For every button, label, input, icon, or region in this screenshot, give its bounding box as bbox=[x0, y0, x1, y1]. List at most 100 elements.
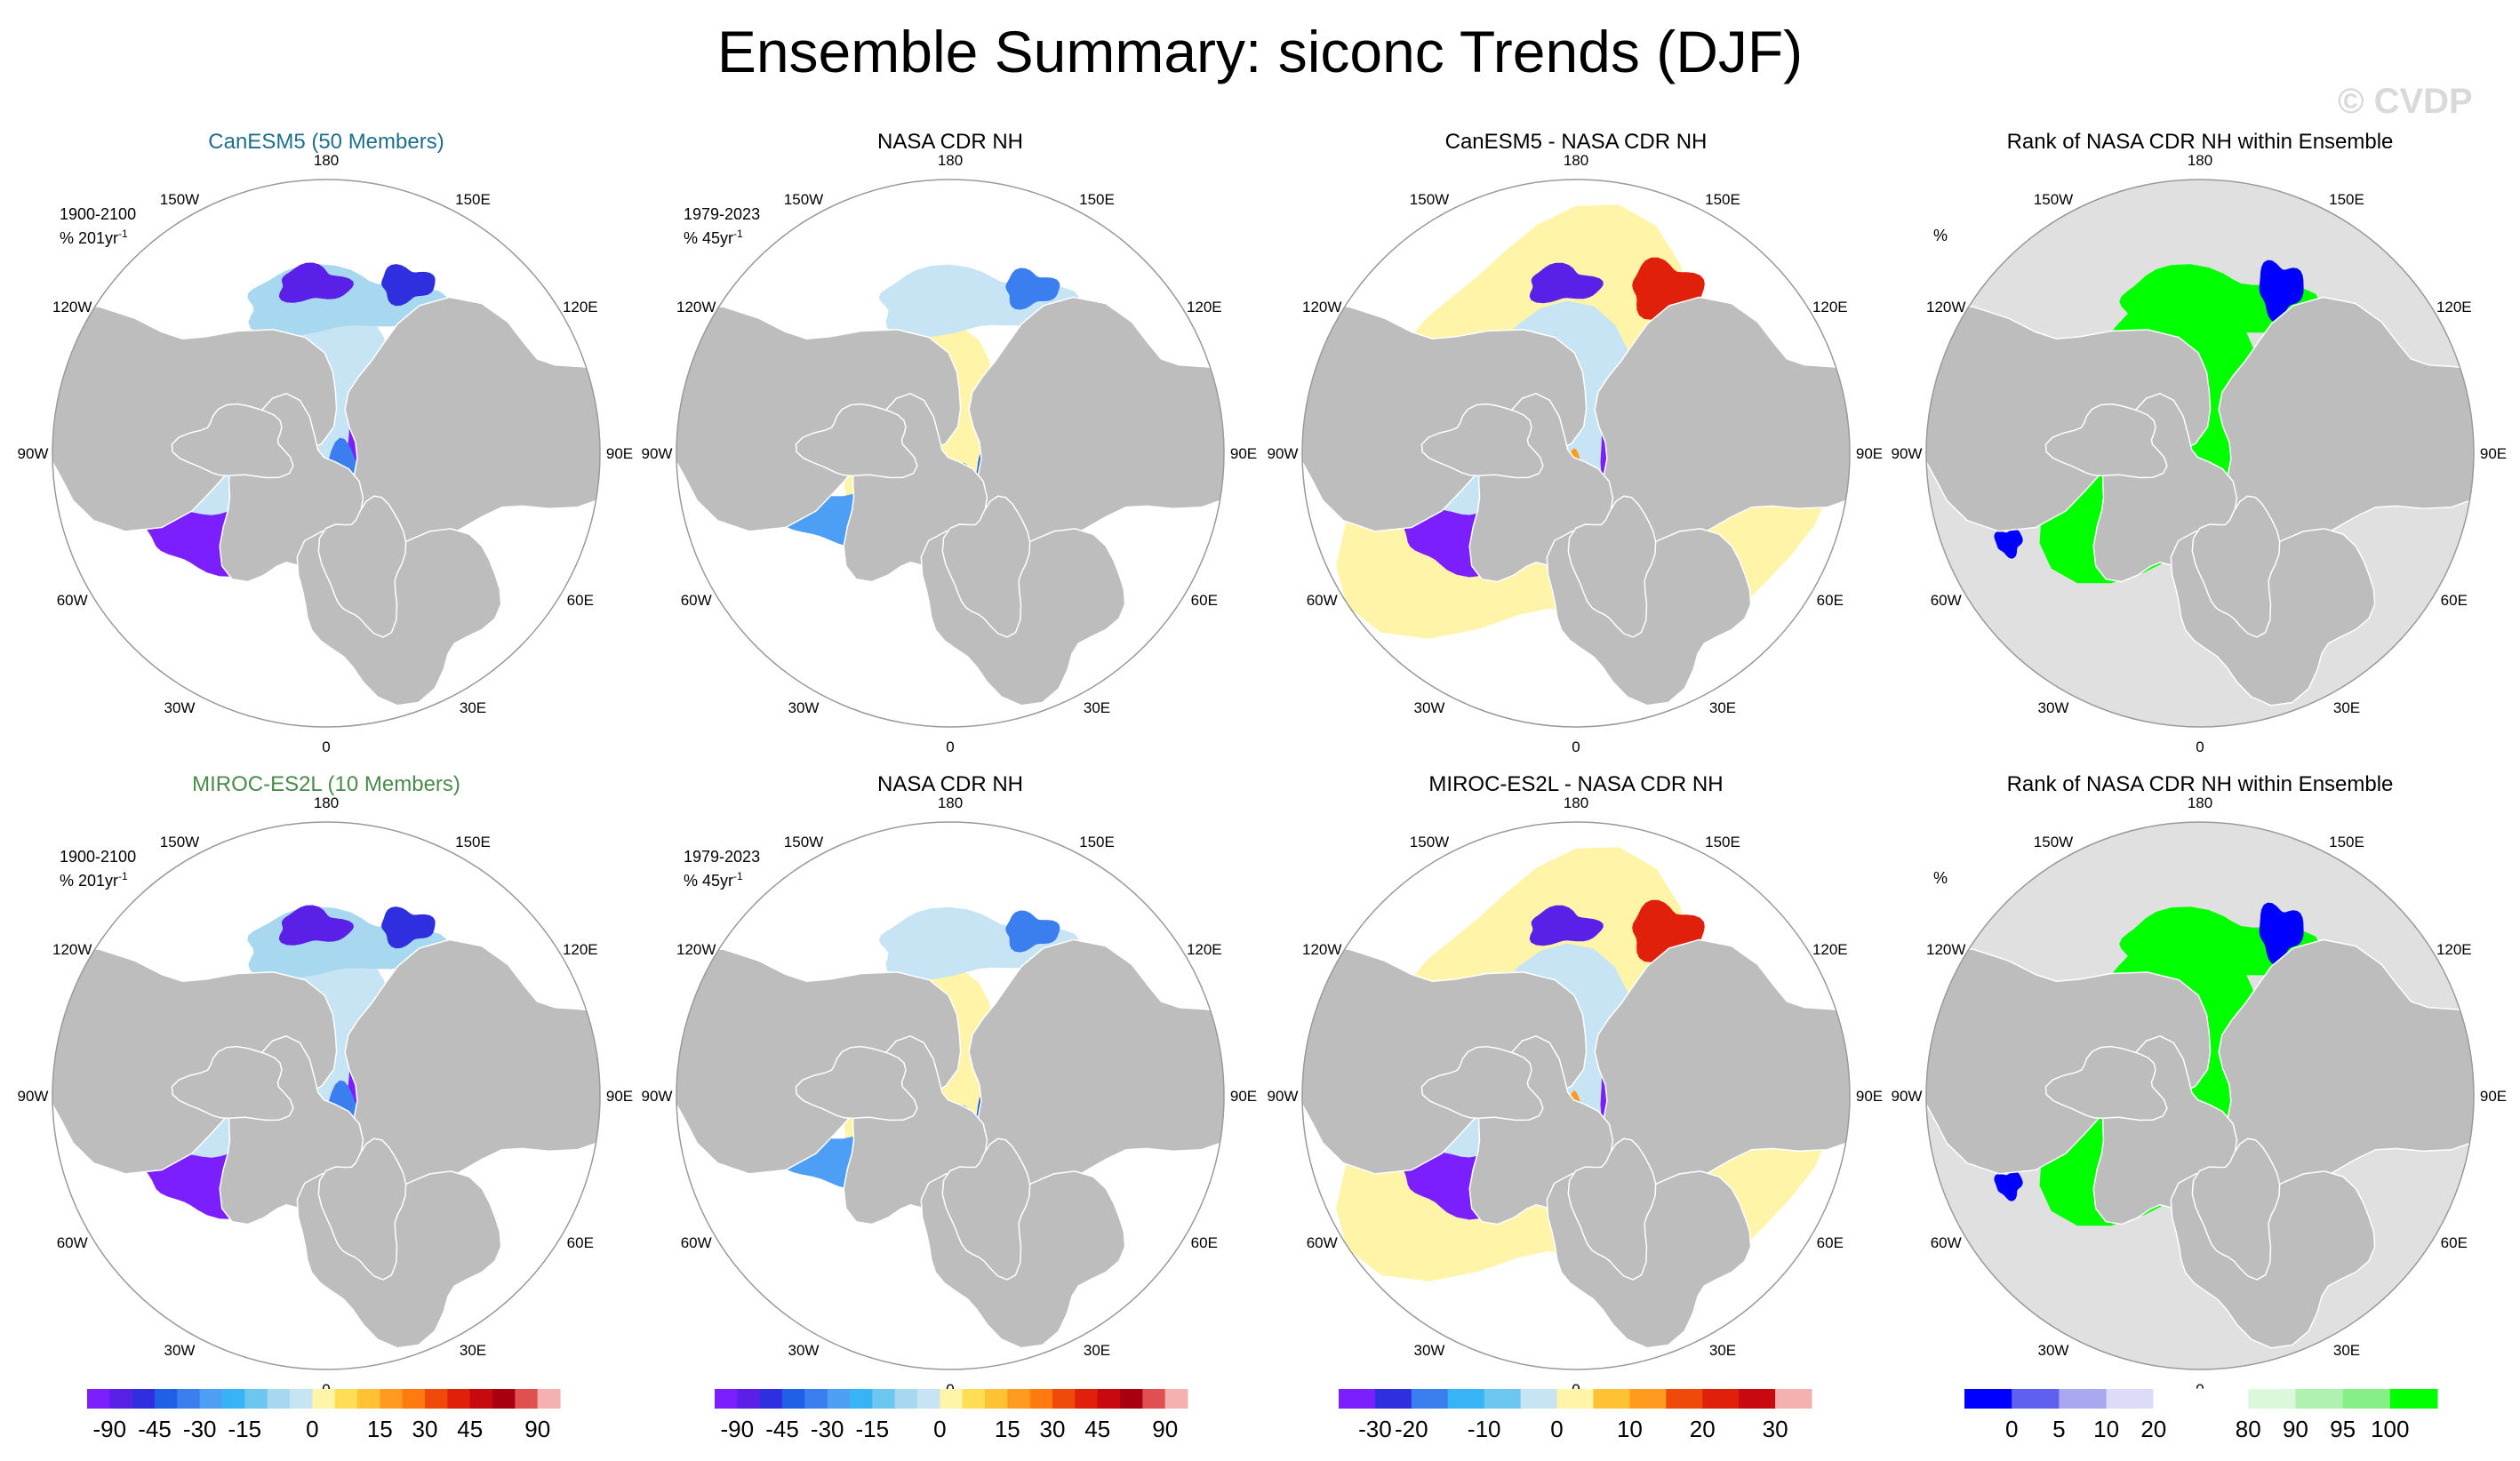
land-canadian-islands bbox=[1420, 403, 1544, 479]
longitude-label: 120E bbox=[2436, 941, 2472, 958]
trend-units: % 45yr-1 bbox=[684, 866, 760, 890]
longitude-label: 60W bbox=[681, 1234, 712, 1251]
colorbar-tick-label: -45 bbox=[765, 1416, 799, 1442]
trend-units-exponent: -1 bbox=[733, 870, 743, 882]
rank-unit-label: % bbox=[1933, 227, 1948, 244]
longitude-label: 90W bbox=[1892, 1088, 1923, 1105]
colorbar-swatch bbox=[155, 1389, 178, 1409]
colorbar-tick-label: 30 bbox=[1040, 1416, 1066, 1442]
longitude-label: 90W bbox=[642, 1088, 673, 1105]
longitude-label: 90E bbox=[1856, 445, 1883, 462]
colorbar-swatch bbox=[1593, 1389, 1630, 1409]
land-scandinavia bbox=[317, 1138, 407, 1281]
longitude-label: 60W bbox=[1931, 1234, 1962, 1251]
rank-unit-label: % bbox=[1933, 869, 1948, 887]
longitude-label: 180 bbox=[1564, 152, 1588, 169]
longitude-label: 90E bbox=[606, 1088, 633, 1105]
colorbar-swatch bbox=[2153, 1388, 2203, 1409]
ice-labrador-sea bbox=[1994, 1170, 2023, 1202]
colorbar-swatch bbox=[2106, 1389, 2155, 1409]
longitude-label: 60E bbox=[2441, 592, 2468, 609]
cvdp-watermark: © CVDP bbox=[2338, 82, 2473, 121]
colorbar-swatch bbox=[940, 1389, 964, 1409]
map-boundary bbox=[52, 179, 601, 728]
period-range: 1900-2100 bbox=[60, 848, 137, 866]
colorbar-swatch bbox=[402, 1389, 426, 1409]
colorbar-tick-label: -10 bbox=[1468, 1416, 1501, 1442]
longitude-label: 150W bbox=[160, 191, 199, 208]
colorbar-swatch bbox=[917, 1389, 940, 1409]
longitude-label: 120E bbox=[1812, 299, 1848, 315]
longitude-label: 150W bbox=[784, 191, 823, 208]
period-range: 1979-2023 bbox=[684, 848, 761, 866]
colorbar-swatch bbox=[2012, 1389, 2060, 1409]
colorbar-swatch bbox=[537, 1389, 561, 1409]
longitude-label: 60E bbox=[1817, 1234, 1844, 1251]
colorbar-swatch bbox=[1702, 1389, 1740, 1409]
colorbar-tick-label: 45 bbox=[457, 1416, 483, 1442]
colorbar: 0 5 10 20 80 90 95 100 bbox=[1964, 1388, 2438, 1442]
ice-okhotsk-sea bbox=[381, 906, 436, 949]
land-asia bbox=[1594, 296, 1850, 545]
ice-okhotsk-sea bbox=[1005, 910, 1060, 953]
colorbar-swatch bbox=[1520, 1389, 1558, 1409]
colorbar-tick-label: 10 bbox=[2093, 1416, 2119, 1442]
colorbar-swatch bbox=[2200, 1388, 2250, 1409]
trend-units-base: % 201yr bbox=[60, 872, 119, 890]
colorbar-swatch bbox=[380, 1389, 404, 1409]
longitude-label: 30W bbox=[788, 699, 820, 716]
colorbar-swatch bbox=[492, 1389, 516, 1409]
map-content bbox=[1302, 180, 1850, 727]
longitude-label: 150E bbox=[1705, 834, 1740, 850]
colorbar-swatch bbox=[1164, 1389, 1188, 1409]
panel-period-label: 1900-2100% 201yr-1 bbox=[60, 204, 136, 248]
colorbar-swatch bbox=[804, 1389, 828, 1409]
colorbar-tick-label: 15 bbox=[367, 1416, 393, 1442]
colorbar-swatch bbox=[1052, 1389, 1076, 1409]
colorbar-swatch bbox=[2342, 1389, 2391, 1409]
colorbar-tick-label: 0 bbox=[306, 1416, 318, 1442]
land-asia bbox=[968, 938, 1224, 1187]
colorbar-swatch bbox=[199, 1389, 223, 1409]
colorbar-swatch bbox=[962, 1389, 986, 1409]
longitude-label: 150E bbox=[455, 834, 491, 850]
longitude-label: 150E bbox=[2329, 191, 2364, 208]
colorbar-tick-label: 10 bbox=[1617, 1416, 1643, 1442]
trend-units-base: % 45yr bbox=[684, 872, 734, 890]
colorbar-tick-label: 80 bbox=[2236, 1416, 2261, 1442]
ice-okhotsk-sea bbox=[381, 264, 436, 307]
panel-title: NASA CDR NH bbox=[876, 130, 1024, 154]
ice-okhotsk-sea bbox=[2259, 902, 2304, 965]
period-range: 1979-2023 bbox=[684, 205, 761, 223]
longitude-label: 120E bbox=[1812, 941, 1848, 958]
longitude-label: 60W bbox=[57, 1234, 88, 1251]
colorbar-swatch bbox=[515, 1389, 539, 1409]
longitude-label: 90W bbox=[18, 1088, 49, 1105]
map-boundary bbox=[676, 179, 1225, 728]
longitude-label: 150W bbox=[1410, 191, 1449, 208]
longitude-label: 60E bbox=[2441, 1234, 2468, 1251]
period-range: 1900-2100 bbox=[60, 205, 137, 223]
longitude-label: 150E bbox=[2329, 834, 2364, 850]
colorbar: -90 -45 -30 -15 0 15 30 45 90 bbox=[87, 1389, 561, 1442]
land-asia bbox=[344, 938, 600, 1187]
longitude-label: 30E bbox=[460, 699, 486, 716]
colorbar-swatch bbox=[2248, 1389, 2296, 1409]
colorbar-swatch bbox=[1775, 1389, 1812, 1409]
longitude-label: 180 bbox=[938, 152, 963, 169]
longitude-label: 150E bbox=[1705, 191, 1740, 208]
map-content bbox=[1926, 180, 2474, 727]
longitude-label: 120E bbox=[563, 299, 598, 315]
ice-labrador-sea bbox=[1994, 528, 2023, 559]
colorbar-tick-label: -15 bbox=[856, 1416, 890, 1442]
colorbar-swatch bbox=[1739, 1389, 1776, 1409]
colorbar-swatch bbox=[1556, 1389, 1594, 1409]
longitude-label: 60W bbox=[1931, 592, 1962, 609]
colorbar-swatch bbox=[290, 1389, 313, 1409]
colorbar-swatch bbox=[827, 1389, 851, 1409]
longitude-label: 180 bbox=[314, 152, 339, 169]
longitude-label: 150E bbox=[455, 191, 491, 208]
